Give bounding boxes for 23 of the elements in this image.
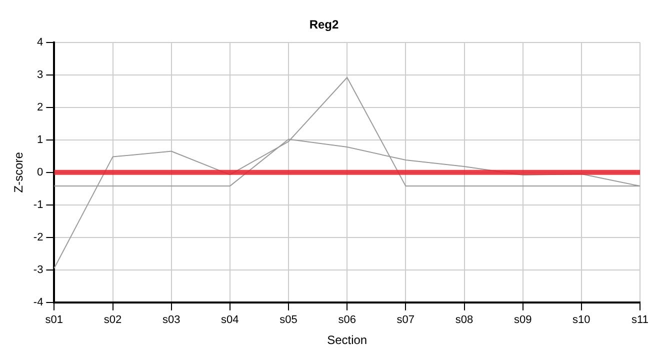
y-tick-label: 3 [37,68,44,81]
x-tick-label: s03 [162,314,180,326]
y-tick-label: 0 [37,166,44,178]
y-tick-label: 4 [37,36,44,48]
x-tick-label: s08 [455,314,474,326]
x-tick-label: s02 [104,314,122,326]
y-tick-label: 2 [37,101,44,114]
y-tick-label: -3 [33,264,44,276]
x-tick-label: s06 [338,314,356,326]
x-tick-label: s11 [632,314,648,326]
x-axis-title: Section [327,333,368,348]
x-tick-label: s01 [45,314,64,326]
y-tick-label: -4 [33,296,44,308]
x-tick-label: s10 [572,314,590,326]
x-tick-label: s07 [396,314,415,326]
y-axis-title: Z-score [12,152,26,193]
y-tick-label: -2 [33,231,44,244]
x-tick-label: s09 [514,314,532,326]
x-tick-label: s04 [221,314,239,326]
x-tick-label: s05 [280,314,298,326]
y-tick-label: -1 [33,198,44,211]
chart-title: Reg2 [309,18,339,32]
y-tick-label: 1 [37,134,44,146]
